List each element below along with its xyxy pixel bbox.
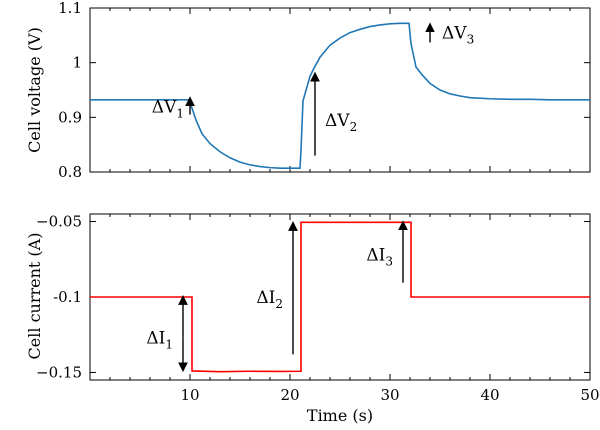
- voltage-annotation-3: ΔV3: [425, 22, 474, 47]
- annotation-label: ΔI3: [366, 246, 393, 269]
- time-x-axis-label: Time (s): [307, 406, 373, 425]
- y-tick-label: 0.8: [58, 163, 82, 181]
- current-y-axis-label: Cell current (A): [25, 233, 44, 360]
- x-tick-label: 10: [180, 386, 199, 404]
- annotation-label: ΔI2: [256, 288, 283, 311]
- current-annotations: ΔI1 ΔI2 ΔI3: [146, 220, 408, 373]
- y-tick-label: -0.1: [53, 288, 82, 306]
- y-tick-label: −0.15: [36, 363, 82, 381]
- x-tick-label: 20: [280, 386, 299, 404]
- x-tick-label: 40: [480, 386, 499, 404]
- x-tick-label: 50: [580, 386, 599, 404]
- y-tick-label: 1: [72, 54, 82, 72]
- current-annotation-2: ΔI2: [256, 221, 298, 355]
- annotation-label: ΔV1: [152, 97, 184, 120]
- voltage-annotation-1: ΔV1: [152, 96, 195, 120]
- current-ticks: 10 20 30 40 50 −0.05 -0.1 −0.15: [36, 213, 600, 404]
- annotation-label: ΔV2: [325, 111, 357, 134]
- voltage-panel: Cell voltage (V) 0.8 0.9 1 1.1 ΔV1 ΔV2 ΔV3: [25, 0, 591, 181]
- current-annotation-1: ΔI1: [146, 295, 188, 373]
- voltage-series-line: [90, 22, 590, 169]
- current-panel: Cell current (A) Time (s) 10 20 30 40 50 −0.0…: [25, 213, 600, 425]
- voltage-y-axis-label: Cell voltage (V): [25, 27, 44, 153]
- annotation-label: ΔI1: [146, 329, 173, 352]
- current-annotation-3: ΔI3: [366, 220, 408, 283]
- voltage-plot-frame: [89, 7, 591, 173]
- annotation-label: ΔV3: [442, 24, 474, 47]
- y-tick-label: 0.9: [58, 108, 82, 126]
- voltage-ticks: 0.8 0.9 1 1.1: [58, 0, 591, 181]
- y-tick-label: 1.1: [58, 0, 82, 17]
- x-tick-label: 30: [380, 386, 399, 404]
- y-tick-label: −0.05: [36, 213, 82, 231]
- voltage-annotations: ΔV1 ΔV2 ΔV3: [152, 22, 474, 156]
- current-series-line: [90, 221, 590, 373]
- voltage-annotation-2: ΔV2: [310, 71, 357, 156]
